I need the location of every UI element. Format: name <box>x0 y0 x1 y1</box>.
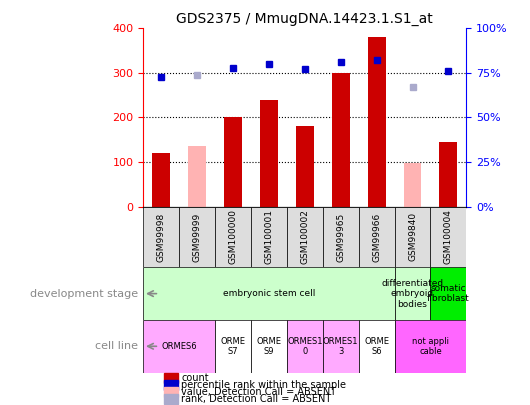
FancyBboxPatch shape <box>251 320 287 373</box>
Bar <box>296 126 314 207</box>
Text: somatic
fibroblast: somatic fibroblast <box>427 284 470 303</box>
FancyBboxPatch shape <box>287 320 323 373</box>
FancyBboxPatch shape <box>359 207 394 267</box>
Text: GSM100001: GSM100001 <box>264 209 273 264</box>
Text: GSM99965: GSM99965 <box>336 212 345 262</box>
Text: ORMES6: ORMES6 <box>161 342 197 351</box>
FancyBboxPatch shape <box>430 207 466 267</box>
Bar <box>152 153 170 207</box>
FancyBboxPatch shape <box>179 207 215 267</box>
Bar <box>332 73 350 207</box>
Text: not appli
cable: not appli cable <box>412 337 449 356</box>
FancyBboxPatch shape <box>215 207 251 267</box>
Text: value, Detection Call = ABSENT: value, Detection Call = ABSENT <box>181 387 337 397</box>
Text: differentiated
embryoid
bodies: differentiated embryoid bodies <box>382 279 444 309</box>
Bar <box>439 142 457 207</box>
Text: development stage: development stage <box>30 289 138 298</box>
Text: rank, Detection Call = ABSENT: rank, Detection Call = ABSENT <box>181 394 331 405</box>
FancyBboxPatch shape <box>143 207 179 267</box>
FancyBboxPatch shape <box>215 320 251 373</box>
FancyBboxPatch shape <box>251 207 287 267</box>
Text: GSM99966: GSM99966 <box>372 212 381 262</box>
FancyBboxPatch shape <box>394 320 466 373</box>
FancyBboxPatch shape <box>430 267 466 320</box>
Text: GSM99840: GSM99840 <box>408 212 417 262</box>
FancyBboxPatch shape <box>359 320 394 373</box>
Text: GSM99999: GSM99999 <box>192 212 201 262</box>
Bar <box>403 163 421 207</box>
Text: GSM100000: GSM100000 <box>228 209 237 264</box>
FancyBboxPatch shape <box>143 320 215 373</box>
FancyBboxPatch shape <box>143 267 394 320</box>
Text: ORME
S9: ORME S9 <box>257 337 281 356</box>
Text: count: count <box>181 373 209 383</box>
Bar <box>260 100 278 207</box>
Text: ORMES1
0: ORMES1 0 <box>287 337 322 356</box>
Text: ORMES1
3: ORMES1 3 <box>323 337 358 356</box>
Bar <box>224 117 242 207</box>
FancyBboxPatch shape <box>394 267 430 320</box>
Text: embryonic stem cell: embryonic stem cell <box>223 289 315 298</box>
Text: GSM100002: GSM100002 <box>301 209 309 264</box>
Text: percentile rank within the sample: percentile rank within the sample <box>181 380 346 390</box>
FancyBboxPatch shape <box>323 207 359 267</box>
Text: GSM100004: GSM100004 <box>444 209 453 264</box>
Bar <box>188 147 206 207</box>
FancyBboxPatch shape <box>287 207 323 267</box>
Text: GSM99998: GSM99998 <box>156 212 165 262</box>
Text: ORME
S6: ORME S6 <box>364 337 389 356</box>
FancyBboxPatch shape <box>394 207 430 267</box>
Text: ORME
S7: ORME S7 <box>220 337 245 356</box>
FancyBboxPatch shape <box>323 320 359 373</box>
Title: GDS2375 / MmugDNA.14423.1.S1_at: GDS2375 / MmugDNA.14423.1.S1_at <box>176 12 433 26</box>
Text: cell line: cell line <box>95 341 138 351</box>
Bar <box>368 37 385 207</box>
